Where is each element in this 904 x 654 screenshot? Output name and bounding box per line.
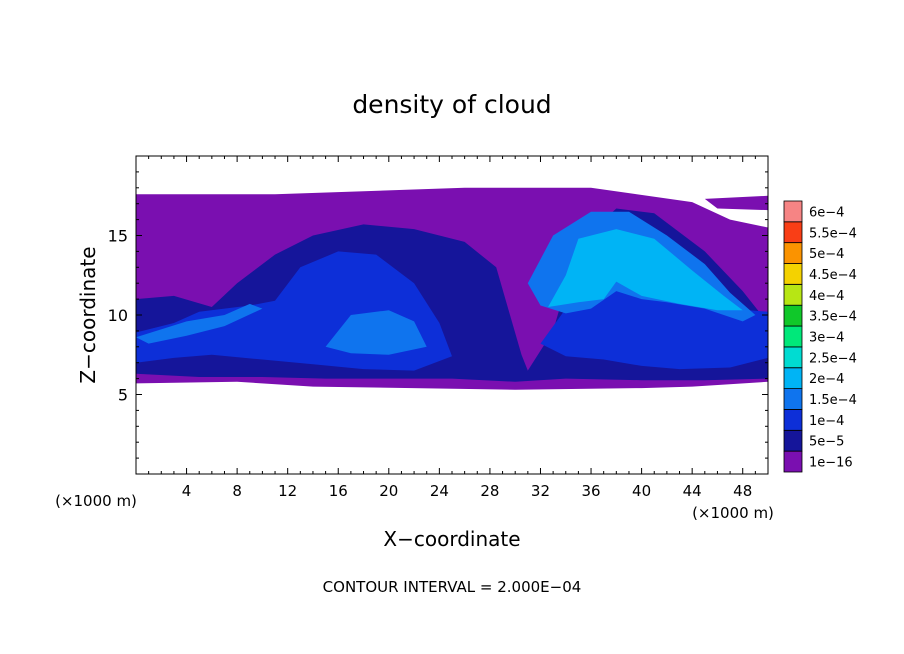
colorbar-label: 5e−4	[809, 247, 844, 262]
colorbar-swatch	[783, 304, 803, 327]
colorbar-label: 5e−5	[809, 435, 844, 450]
colorbar-swatch	[783, 388, 803, 410]
y-tick-label: 5	[118, 386, 128, 405]
y-axis-ticks: 5 10 15	[108, 171, 768, 459]
y-axis-label: Z−coordinate	[76, 246, 100, 383]
x-axis-unit-label: (×1000 m)	[692, 504, 774, 522]
x-tick-label: 44	[683, 482, 702, 500]
x-tick-label: 36	[581, 482, 600, 500]
x-axis-label: X−coordinate	[383, 527, 520, 551]
y-tick-label: 15	[108, 227, 128, 246]
colorbar-swatch	[783, 367, 803, 389]
y-axis-unit-label: (×1000 m)	[55, 492, 137, 510]
colorbar-legend: 1e−16 5e−5 1e−4 1.5e−4 2e−4 2.5e−4 3e−4 3.5e−4 4…	[783, 200, 857, 473]
colorbar-label: 2e−4	[809, 372, 844, 387]
x-tick-label: 8	[232, 482, 242, 500]
colorbar-swatch	[783, 429, 803, 452]
colorbar-label: 3.5e−4	[809, 310, 857, 325]
colorbar-label: 4e−4	[809, 289, 844, 304]
x-tick-label: 24	[430, 482, 449, 500]
colorbar-swatch	[783, 200, 803, 223]
colorbar-label: 1e−16	[809, 456, 853, 471]
colorbar-label: 5.5e−4	[809, 226, 857, 241]
x-tick-label: 4	[182, 482, 192, 500]
x-tick-label: 28	[480, 482, 499, 500]
contour-region-1	[704, 195, 768, 211]
x-tick-label: 40	[632, 482, 651, 500]
chart-title: density of cloud	[352, 90, 551, 119]
colorbar-label: 2.5e−4	[809, 351, 857, 366]
colorbar-label: 1e−4	[809, 414, 844, 429]
x-axis-ticks: 4 8 12 16 20 24 28 32 36 40 44 48	[148, 156, 756, 500]
contour-interval-note: CONTOUR INTERVAL = 2.000E−04	[323, 578, 582, 596]
colorbar-label: 3e−4	[809, 331, 844, 346]
y-tick-label: 10	[108, 306, 128, 325]
colorbar-swatch	[783, 283, 803, 306]
colorbar-swatch	[783, 263, 803, 285]
x-tick-label: 12	[278, 482, 297, 500]
colorbar-label: 1.5e−4	[809, 393, 857, 408]
contour-region-5	[325, 310, 427, 355]
contour-region-6	[136, 303, 263, 344]
contour-region-8	[548, 229, 743, 311]
x-tick-label: 16	[329, 482, 348, 500]
colorbar-swatch	[783, 325, 803, 348]
x-tick-label: 20	[379, 482, 398, 500]
colorbar-swatch	[783, 450, 803, 473]
x-tick-label: 32	[531, 482, 550, 500]
colorbar-swatch	[783, 346, 803, 369]
colorbar-swatch	[783, 221, 803, 244]
colorbar-swatch	[783, 409, 803, 431]
colorbar-label: 4.5e−4	[809, 268, 857, 283]
contour-regions	[136, 187, 768, 390]
colorbar-label: 6e−4	[809, 205, 844, 220]
x-tick-label: 48	[733, 482, 752, 500]
colorbar-swatch	[783, 242, 803, 264]
